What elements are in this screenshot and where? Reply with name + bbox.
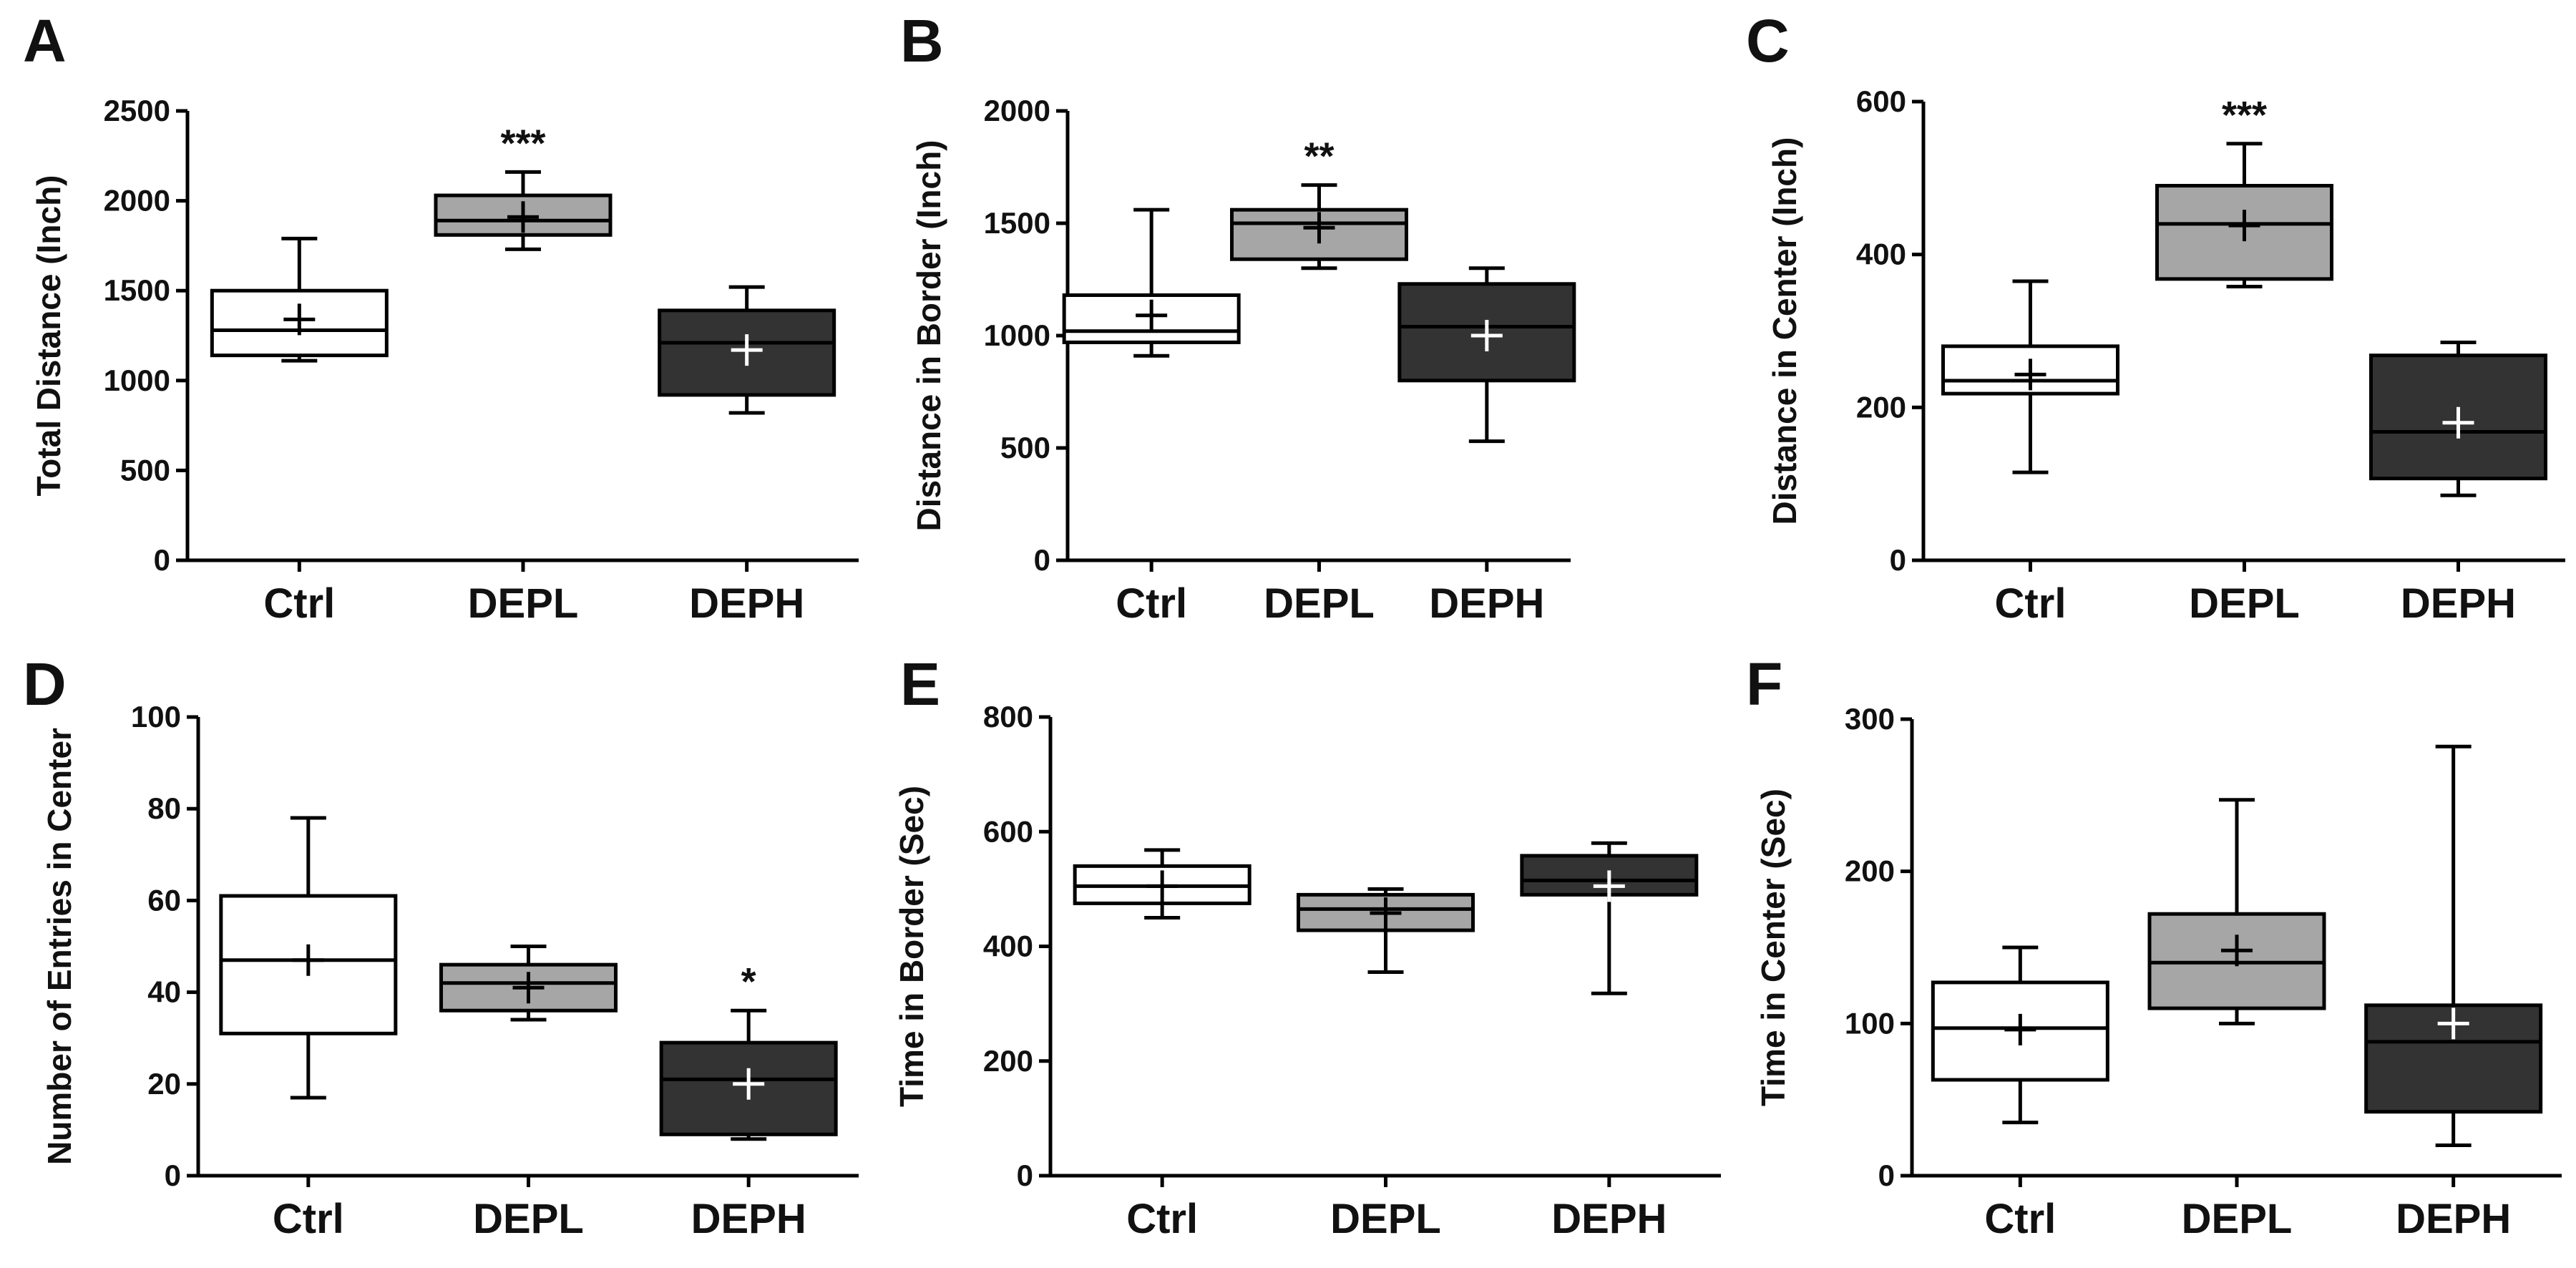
y-tick-label: 80: [147, 791, 181, 825]
y-tick-label: 20: [147, 1067, 181, 1101]
panel-c: C 0 200 400 600 Distance in Center (Inch) Ctrl…: [1746, 7, 2565, 627]
y-axis-label: Distance in Border (Inch): [910, 140, 947, 532]
y-tick-label: 600: [1856, 84, 1906, 118]
y-tick-label: 400: [983, 930, 1033, 963]
x-tick-label: DEPL: [1330, 1196, 1441, 1242]
x-tick-label: DEPH: [691, 1196, 806, 1242]
y-axis-label: Time in Border (Sec): [893, 786, 930, 1107]
x-tick-label: DEPH: [2401, 580, 2516, 627]
x-tick-label: Ctrl: [1116, 580, 1187, 627]
y-tick-label: 2500: [104, 94, 170, 127]
y-tick-label: 0: [1034, 543, 1050, 577]
y-tick-label: 100: [1845, 1006, 1895, 1040]
y-tick-label: 300: [1845, 702, 1895, 736]
y-tick-label: 1000: [104, 364, 170, 397]
y-axis-label: Number of Entries in Center: [41, 728, 78, 1165]
y-tick-label: 200: [1856, 390, 1906, 424]
y-tick-label: 0: [1890, 543, 1906, 577]
x-tick-label: Ctrl: [263, 580, 335, 627]
y-tick-label: 40: [147, 975, 181, 1009]
y-tick-label: 0: [165, 1159, 181, 1192]
x-tick-label: DEPL: [473, 1196, 584, 1242]
panel-letter: E: [900, 650, 940, 718]
y-tick-label: 0: [1878, 1159, 1895, 1192]
x-tick-label: Ctrl: [273, 1196, 344, 1242]
y-axis-label: Distance in Center (Inch): [1766, 137, 1803, 525]
panel-letter: F: [1746, 650, 1782, 718]
x-tick-label: DEPL: [1264, 580, 1375, 627]
panel-f: F 0 100 200 300 Time in Center (Sec) Ctrl DEPL D…: [1746, 650, 2562, 1242]
panel-letter: C: [1746, 7, 1790, 74]
x-tick-label: DEPH: [1429, 580, 1544, 627]
y-axis-label: Time in Center (Sec): [1755, 789, 1792, 1106]
y-tick-label: 1500: [984, 206, 1050, 240]
y-tick-label: 0: [154, 543, 170, 577]
y-tick-label: 500: [120, 453, 170, 487]
y-tick-label: 2000: [104, 184, 170, 218]
y-tick-label: 200: [1845, 854, 1895, 888]
y-tick-label: 600: [983, 814, 1033, 848]
y-tick-label: 1500: [104, 273, 170, 307]
x-tick-label: DEPL: [2189, 580, 2300, 627]
y-tick-label: 200: [983, 1044, 1033, 1078]
x-tick-label: Ctrl: [1126, 1196, 1198, 1242]
y-tick-label: 60: [147, 883, 181, 917]
panel-b: B 0 500 1000 1500 2000 Distance in Border (Inc…: [900, 7, 1576, 627]
y-tick-label: 400: [1856, 238, 1906, 271]
y-tick-label: 2000: [984, 94, 1050, 127]
y-tick-label: 0: [1017, 1159, 1033, 1192]
y-axis-label: Total Distance (Inch): [30, 175, 67, 497]
y-tick-label: 500: [1000, 431, 1050, 464]
panel-letter: A: [23, 7, 67, 74]
panel-letter: D: [23, 650, 67, 718]
significance-label: ***: [500, 122, 545, 165]
panel-e: E 0 200 400 600 800 Time in Border (Sec) Ctrl DE…: [893, 650, 1721, 1242]
y-tick-label: 800: [983, 700, 1033, 733]
x-tick-label: DEPL: [2182, 1196, 2293, 1242]
x-tick-label: DEPH: [689, 580, 804, 627]
panel-a: A 0 500 1000 1500 2000 2500 Total Distance (Inc…: [23, 7, 859, 627]
significance-label: **: [1304, 135, 1334, 178]
significance-label: ***: [2222, 94, 2267, 137]
y-tick-label: 1000: [984, 318, 1050, 352]
panel-d: D 0 20 40 60 80 100 Number of Entries in Center…: [23, 650, 859, 1242]
significance-label: *: [741, 960, 756, 1003]
x-tick-label: DEPH: [1551, 1196, 1667, 1242]
x-tick-label: DEPL: [468, 580, 579, 627]
x-tick-label: Ctrl: [1984, 1196, 2056, 1242]
y-tick-label: 100: [131, 700, 181, 733]
x-tick-label: DEPH: [2396, 1196, 2511, 1242]
panel-letter: B: [900, 7, 944, 74]
x-tick-label: Ctrl: [1995, 580, 2067, 627]
